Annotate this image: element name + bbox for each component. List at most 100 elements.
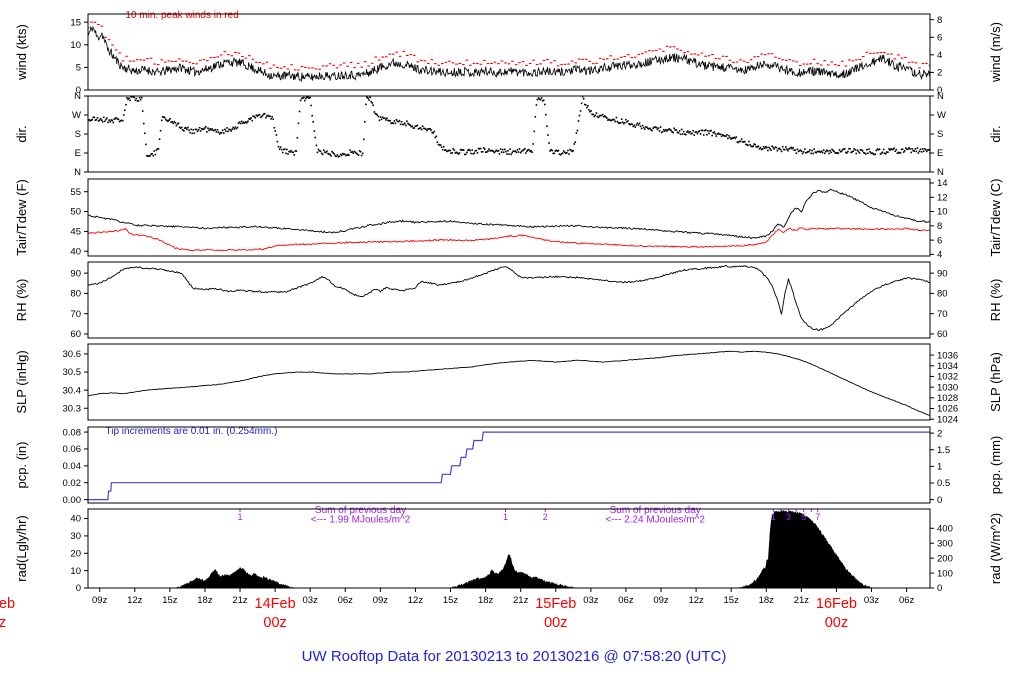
left-axis-label-rh: RH (%): [14, 279, 29, 322]
left-tick-label: 55: [70, 187, 81, 198]
x-tick-label: 03z: [303, 595, 319, 606]
left-tick-label: 10: [70, 566, 81, 577]
marker-label-0: 1: [238, 512, 243, 522]
panel-plot-area-slp: [88, 350, 930, 416]
panel-border-slp: [87, 343, 931, 421]
right-axis-label-slp: SLP (hPa): [988, 352, 1003, 412]
left-tick-label: 80: [70, 289, 81, 300]
series-wind-direction: [88, 96, 930, 158]
right-tick-label: 100: [937, 568, 953, 579]
right-axis-label-rh: RH (%): [988, 279, 1003, 322]
left-tick-label: 0.08: [63, 427, 82, 438]
marker-label-9: 7: [815, 512, 820, 522]
x-tick-label: 03z: [864, 595, 880, 606]
x-tick-label: 21z: [232, 595, 248, 606]
left-tick-label: N: [74, 167, 81, 178]
annotation-rad-0: Sum of previous day: [315, 505, 406, 516]
marker-label-2: 2: [543, 512, 548, 522]
right-tick-label: 1.5: [937, 445, 950, 456]
right-tick-label: 1036: [937, 350, 958, 361]
right-tick-label: 80: [937, 289, 948, 300]
panels-group: 10 min. peak winds in red05101502468wind…: [0, 10, 1003, 631]
left-tick-label: 30.6: [63, 349, 82, 360]
left-tick-label: 0: [76, 85, 81, 96]
left-tick-label: 0: [76, 583, 81, 594]
panel-wind: 10 min. peak winds in red 0 5 10 15 0 2 4 6 8 wind…: [14, 10, 1003, 96]
right-tick-label: 90: [937, 268, 948, 279]
series-wind-avg: [88, 25, 930, 83]
right-tick-label: 1032: [937, 372, 958, 383]
x-axis: 09z 12z 15z 18z 21z 03z 06z 09z 12z 15z 18z 21z 03z 0…: [0, 588, 915, 631]
panel-slp: 30.3 30.4 30.5 30.6 102410261028103010321034…: [14, 343, 1003, 425]
series-precip-accum: [88, 431, 930, 501]
left-tick-label: 30.5: [63, 367, 82, 378]
annotation-pcp-0: Tip increments are 0.01 in. (0.254mm.): [106, 426, 278, 437]
right-axis-label-temp: Tair/Tdew (C): [988, 178, 1003, 256]
annotation-rad-3: <--- 2.24 MJoules/m^2: [605, 514, 705, 525]
right-tick-label: N: [937, 167, 944, 178]
annotation-rad-1: <--- 1.99 MJoules/m^2: [311, 514, 411, 525]
date-label-2: 15Feb: [535, 596, 576, 612]
series-tair: [88, 188, 930, 240]
right-tick-label: 1: [937, 462, 942, 473]
right-tick-label: 10: [937, 207, 948, 218]
right-tick-label: 1034: [937, 361, 958, 372]
right-tick-label: 200: [937, 553, 953, 564]
left-tick-label: 0.00: [63, 495, 82, 506]
right-tick-label: 0: [937, 583, 942, 594]
date-time-label-1: 00z: [263, 615, 286, 631]
right-tick-label: 60: [937, 329, 948, 340]
panel-border-rh: [87, 261, 931, 339]
x-tick-label: 21z: [513, 595, 529, 606]
left-tick-label: 30: [70, 531, 81, 542]
left-tick-label: 5: [76, 63, 81, 74]
right-tick-label: 1030: [937, 382, 958, 393]
annotation-rad-2: Sum of previous day: [610, 505, 701, 516]
x-tick-label: 21z: [794, 595, 810, 606]
right-tick-label: 1028: [937, 393, 958, 404]
x-tick-label: 09z: [373, 595, 389, 606]
x-tick-label: 15z: [724, 595, 740, 606]
left-tick-label: 60: [70, 329, 81, 340]
right-axis-label-wind: wind (m/s): [988, 22, 1003, 83]
date-time-label-2: 00z: [544, 615, 567, 631]
left-tick-label: 70: [70, 309, 81, 320]
right-tick-label: 4: [937, 250, 942, 261]
x-tick-label: 12z: [408, 595, 424, 606]
left-tick-label: 40: [70, 246, 81, 257]
panel-border-rad: [87, 508, 931, 589]
right-tick-label: S: [937, 129, 943, 140]
left-axis-label-pcp: pcp. (in): [14, 442, 29, 489]
right-axis-label-pcp: pcp. (mm): [988, 436, 1003, 495]
marker-label-1: 1: [503, 512, 508, 522]
right-tick-label: 6: [937, 235, 942, 246]
right-tick-label: 400: [937, 523, 953, 534]
right-tick-label: 70: [937, 309, 948, 320]
right-tick-label: 2: [937, 428, 942, 439]
right-tick-label: 4: [937, 50, 942, 61]
left-tick-label: 10: [70, 40, 81, 51]
right-tick-label: 6: [937, 32, 942, 43]
left-tick-label: 45: [70, 227, 81, 238]
right-tick-label: W: [937, 110, 946, 121]
left-axis-label-dir: dir.: [14, 125, 29, 142]
left-tick-label: 30.4: [63, 385, 82, 396]
left-tick-label: 20: [70, 548, 81, 559]
x-tick-label: 06z: [338, 595, 354, 606]
left-tick-label: 90: [70, 268, 81, 279]
x-tick-label: 18z: [759, 595, 775, 606]
right-tick-label: 8: [937, 221, 942, 232]
date-label-3: 16Feb: [816, 596, 857, 612]
right-tick-label: 14: [937, 178, 948, 189]
marker-label-5: 3: [786, 512, 791, 522]
x-tick-label: 06z: [899, 595, 915, 606]
panel-plot-area-pcp: [88, 431, 930, 501]
x-tick-label: 03z: [583, 595, 599, 606]
right-tick-label: 0.5: [937, 478, 950, 489]
left-tick-label: 40: [70, 514, 81, 525]
right-tick-label: N: [937, 91, 944, 102]
panel-border-pcp: [87, 426, 931, 504]
right-tick-label: 8: [937, 15, 942, 26]
